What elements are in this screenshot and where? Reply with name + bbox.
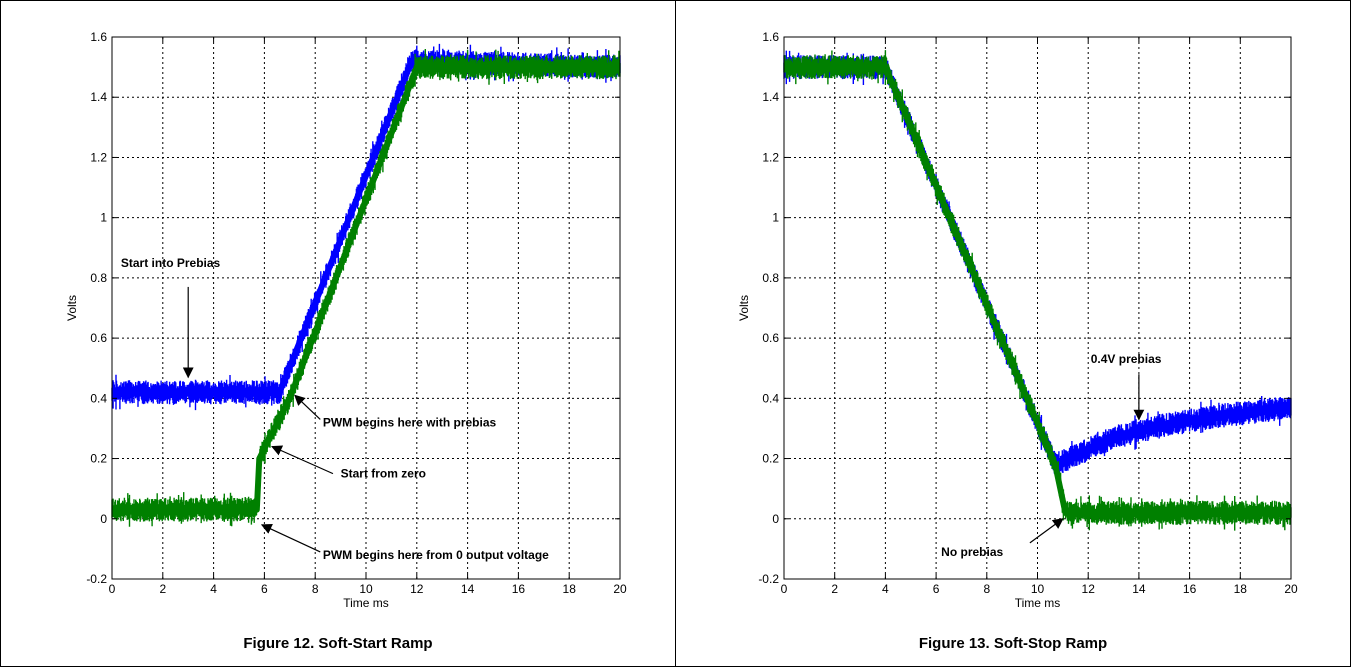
x-tick-label: 12 [1082,582,1096,596]
x-tick-label: 4 [210,582,217,596]
annotation-label: Start into Prebias [121,256,221,270]
x-tick-label: 8 [983,582,990,596]
figure-13-panel: 0 2 4 6 8 10 12 14 16 18 20 -0.2 0 0.2 0.4 0.6 0.8 1 1.2 1.… [676,0,1351,667]
x-tick-label: 18 [1234,582,1248,596]
x-tick-label: 18 [563,582,577,596]
x-tick-label: 10 [359,582,373,596]
annotation-label: No prebias [941,545,1003,559]
soft-stop-chart: 0 2 4 6 8 10 12 14 16 18 20-0.200.20.40.60.811.21.… [737,30,1298,610]
annotation-arrow [1029,518,1064,544]
x-axis-label: Time ms [343,596,389,610]
x-tick-label: 14 [461,582,475,596]
trace-line [784,64,1291,516]
y-tick-label: 1.4 [90,90,107,104]
y-tick-label: 1 [772,211,779,225]
y-tick-label: -0.2 [758,572,779,586]
annotation-arrow [294,394,321,420]
y-axis-label: Volts [737,295,751,321]
x-tick-label: 14 [1132,582,1146,596]
annotation-arrow [271,445,334,475]
x-tick-label: 12 [410,582,424,596]
y-tick-label: 0.8 [90,271,107,285]
annotation-label: Start from zero [341,467,426,481]
y-tick-label: 0.4 [762,391,779,405]
y-tick-label: 1.6 [762,30,779,44]
figure-12-panel: 0 2 4 6 8 10 12 14 16 18 20 -0.2 0 0.2 0.4 0.6 0.8 1 1.2 1.… [0,0,676,667]
x-axis-label: Time ms [1015,596,1061,610]
y-tick-label: 1.2 [762,150,779,164]
x-tick-label: 16 [512,582,526,596]
y-tick-label: 0.8 [762,271,779,285]
y-tick-label: 0.2 [90,452,107,466]
x-tick-label: 4 [882,582,889,596]
y-tick-label: 0.4 [90,391,107,405]
y-tick-label: 1 [100,211,107,225]
x-tick-label: 0 [781,582,788,596]
annotation-label: PWM begins here from 0 output voltage [323,548,549,562]
y-tick-label: 0 [100,512,107,526]
trace-line [112,64,620,513]
x-tick-label: 0 [109,582,116,596]
y-tick-label: 0 [772,512,779,526]
y-tick-label: 1.6 [90,30,107,44]
y-axis-label: Volts [65,295,79,321]
figure-13-caption: Figure 13. Soft-Stop Ramp [918,635,1108,652]
x-tick-label: 16 [1183,582,1197,596]
y-tick-label: 0.6 [762,331,779,345]
figure-12-caption: Figure 12. Soft-Start Ramp [243,635,433,652]
y-tick-label: 1.2 [90,150,107,164]
x-tick-label: 2 [159,582,166,596]
y-tick-label: 0.6 [90,331,107,345]
y-tick-label: 0.2 [762,452,779,466]
annotation-label: 0.4V prebias [1091,352,1162,366]
y-tick-label: -0.2 [86,572,107,586]
annotation-label: PWM begins here with prebias [323,415,497,429]
x-tick-label: 20 [613,582,627,596]
x-tick-label: 6 [933,582,940,596]
y-tick-label: 1.4 [762,90,779,104]
soft-start-chart: 0 2 4 6 8 10 12 14 16 18 20-0.200.20.40.60.811.21.… [65,30,627,610]
x-tick-label: 20 [1284,582,1298,596]
x-tick-label: 8 [312,582,319,596]
x-tick-label: 6 [261,582,268,596]
x-tick-label: 10 [1031,582,1045,596]
annotation-arrow [260,523,321,553]
x-tick-label: 2 [831,582,838,596]
